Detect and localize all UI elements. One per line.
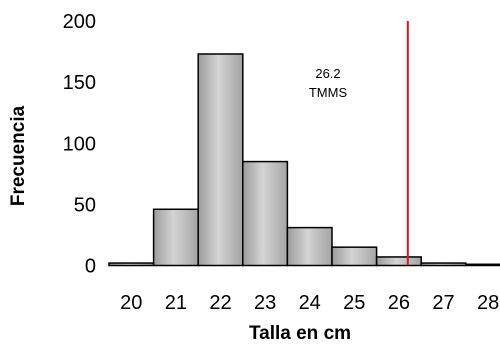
bar-21 xyxy=(152,208,199,267)
reference-value-label: 26.2 xyxy=(315,66,340,81)
reference-name-label: TMMS xyxy=(309,85,348,100)
x-tick-label: 20 xyxy=(120,292,142,314)
x-tick-label: 25 xyxy=(343,292,365,314)
x-tick-label: 24 xyxy=(299,292,321,314)
bar-22 xyxy=(197,53,244,267)
y-tick-label: 100 xyxy=(63,133,96,155)
x-axis-title: Talla en cm xyxy=(249,323,351,344)
y-tick-label: 150 xyxy=(63,72,96,94)
bars-group xyxy=(108,53,500,267)
y-axis-title: Frecuencia xyxy=(8,105,29,206)
bar-23 xyxy=(242,160,289,267)
x-tick-label: 26 xyxy=(388,292,410,314)
x-tick-label: 27 xyxy=(432,292,454,314)
y-tick-labels: 0 50 100 150 200 xyxy=(63,11,96,278)
y-tick-label: 200 xyxy=(63,11,96,33)
x-tick-labels: 20 21 22 23 24 25 26 27 28 xyxy=(120,292,499,314)
x-tick-label: 23 xyxy=(254,292,276,314)
y-tick-label: 0 xyxy=(85,256,96,278)
bar-24 xyxy=(286,226,333,267)
x-tick-label: 21 xyxy=(165,292,187,314)
x-tick-label: 22 xyxy=(209,292,231,314)
bar-25 xyxy=(331,246,378,267)
bar-26 xyxy=(375,256,422,267)
x-tick-label: 28 xyxy=(477,292,499,314)
y-tick-label: 50 xyxy=(74,194,96,216)
